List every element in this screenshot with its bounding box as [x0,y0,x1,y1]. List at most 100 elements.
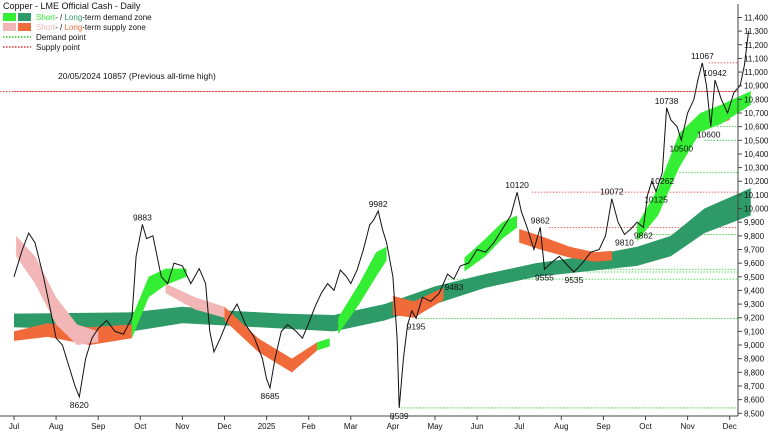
y-tick-label: 10,200 [744,177,768,186]
x-tick-label: Nov [680,422,694,431]
y-tick-label: 9,300 [744,300,765,309]
y-tick-label: 11,300 [744,27,768,36]
y-tick-label: 8,600 [744,396,765,405]
price-annotation: 8685 [261,391,280,401]
price-annotation: 9483 [444,282,463,292]
legend-long-text: Long [64,23,82,32]
legend-swatch-long [18,13,31,21]
price-annotation: 10262 [651,176,675,186]
support-resistance-levels [0,62,738,409]
price-annotation: 9555 [535,272,554,282]
legend-suffix: -term demand zone [82,13,152,22]
y-tick-label: 11,400 [744,13,768,22]
legend-swatch-short [3,13,16,21]
short-term-supply-zone [16,235,99,346]
x-tick-label: Jul [9,422,19,431]
zones [14,91,751,373]
reference-note: 20/05/2024 10857 (Previous all-time high… [58,71,216,81]
long-term-supply-zone [519,229,612,262]
short-term-demand-zone [464,215,518,272]
price-annotation: 10125 [644,194,668,204]
x-tick-label: Oct [134,422,147,431]
x-tick-label: Aug [554,422,568,431]
y-tick-label: 10,700 [744,109,768,118]
axes: 8,500 8,600 8,700 8,800 8,900 9,000 9,100 9,200… [0,4,768,431]
y-tick-label: 10,000 [744,205,768,214]
legend-swatch-long [18,23,31,31]
y-tick-label: 10,100 [744,191,768,200]
legend-entry: Supply point [36,43,81,52]
y-tick-label: 9,200 [744,314,765,323]
legend-swatch-short [3,23,16,31]
x-tick-label: Oct [639,422,652,431]
price-annotation: 9810 [615,237,634,247]
short-term-demand-zone [637,91,751,242]
x-tick-label: Jun [471,422,484,431]
y-tick-label: 8,500 [744,409,765,418]
price-annotation: 11067 [691,51,714,61]
y-tick-label: 8,700 [744,382,765,391]
price-annotation: 9862 [531,215,550,225]
legend-entry: Short- / Long-term demand zone [36,13,152,22]
x-tick-label: 2025 [258,422,276,431]
legend-suffix: -term supply zone [82,23,146,32]
y-tick-label: 11,200 [744,41,768,50]
y-tick-label: 9,500 [744,273,765,282]
legend-entry: Short- / Long-term supply zone [36,23,146,32]
legend-separator: - / [55,23,64,32]
x-tick-label: Jul [514,422,524,431]
short-term-demand-zone [317,338,330,351]
y-tick-label: 10,800 [744,95,768,104]
legend-short-text: Short [36,13,56,22]
price-annotation: 10500 [669,143,693,153]
x-tick-label: Aug [49,422,63,431]
y-tick-label: 9,900 [744,218,765,227]
y-tick-label: 11,000 [744,68,768,77]
price-annotation: 10738 [655,96,679,106]
legend-separator: - / [55,13,64,22]
y-tick-label: 10,400 [744,150,768,159]
price-annotation: 10072 [600,187,624,197]
y-tick-label: 9,600 [744,259,765,268]
x-tick-label: May [427,422,442,431]
x-tick-label: Mar [344,422,358,431]
y-tick-label: 8,900 [744,355,765,364]
x-tick-label: Sep [596,422,611,431]
y-tick-label: 11,100 [744,54,768,63]
x-tick-label: Dec [217,422,231,431]
price-annotation: 9195 [407,321,426,331]
y-tick-label: 9,100 [744,327,765,336]
x-tick-label: Apr [387,422,400,431]
y-tick-label: 9,400 [744,286,765,295]
short-term-demand-zone [338,246,387,335]
long-term-supply-zone [224,306,318,373]
long-term-supply-zone [392,287,444,318]
price-series [13,31,750,408]
price-annotation: 8620 [70,400,89,410]
price-annotation: 10120 [505,180,529,190]
short-term-supply-zone [165,283,225,318]
y-tick-label: 10,300 [744,164,768,173]
chart-title: Copper - LME Official Cash - Daily [3,1,141,11]
price-line [13,31,750,408]
legend-long-text: Long [64,13,82,22]
short-term-demand-zone [131,268,187,339]
y-tick-label: 10,600 [744,123,768,132]
price-annotation: 9982 [369,199,388,209]
x-tick-label: Feb [302,422,316,431]
price-annotation: 9862 [634,230,653,240]
y-tick-label: 8,800 [744,368,765,377]
y-tick-label: 9,800 [744,232,765,241]
y-tick-label: 9,700 [744,245,765,254]
x-tick-label: Sep [91,422,106,431]
price-annotation: 10942 [703,68,727,78]
price-annotation: 10600 [697,130,721,140]
price-annotation: 9883 [133,213,152,223]
y-tick-label: 9,000 [744,341,765,350]
x-tick-label: Nov [175,422,189,431]
y-tick-label: 10,500 [744,136,768,145]
price-annotation: 9535 [564,275,583,285]
